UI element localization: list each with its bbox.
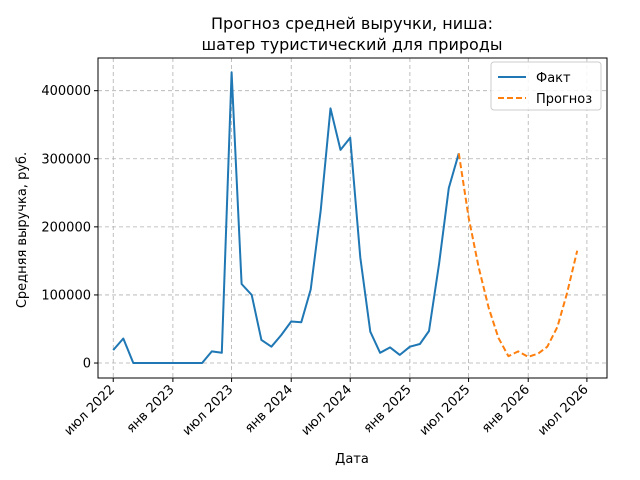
x-tick-label: янв 2023 <box>124 382 178 436</box>
series-layer <box>112 71 579 364</box>
chart-subtitle: шатер туристический для природы <box>201 35 502 54</box>
x-tick-label: июл 2025 <box>417 382 474 439</box>
legend-label-fact: Факт <box>536 71 571 86</box>
y-tick-label: 300000 <box>41 152 91 167</box>
legend: Факт Прогноз <box>490 61 602 111</box>
legend-label-forecast: Прогноз <box>536 92 592 107</box>
x-tick-label: июл 2026 <box>535 382 592 439</box>
x-axis-label: Дата <box>335 452 369 467</box>
x-tick-label: июл 2023 <box>180 382 237 439</box>
y-axis: 0 100000 200000 300000 400000 <box>41 84 98 372</box>
x-axis: июл 2022 янв 2023 июл 2023 янв 2024 июл 2024… <box>62 378 592 439</box>
chart-title: Прогноз средней выручки, ниша: <box>211 14 493 33</box>
series-line-forecast <box>457 153 579 358</box>
x-tick-label: янв 2026 <box>479 382 533 436</box>
y-tick-label: 0 <box>83 357 91 372</box>
x-tick-label: янв 2024 <box>242 382 296 436</box>
y-tick-label: 400000 <box>41 84 91 99</box>
x-tick-label: июл 2024 <box>299 382 356 439</box>
y-axis-label: Средняя выручка, руб. <box>15 152 30 308</box>
x-tick-label: янв 2025 <box>361 382 415 436</box>
x-tick-label: июл 2022 <box>62 382 119 439</box>
series-line-fact <box>112 71 460 364</box>
plot-frame <box>97 57 608 379</box>
y-tick-label: 200000 <box>41 220 91 235</box>
y-tick-label: 100000 <box>41 288 91 303</box>
